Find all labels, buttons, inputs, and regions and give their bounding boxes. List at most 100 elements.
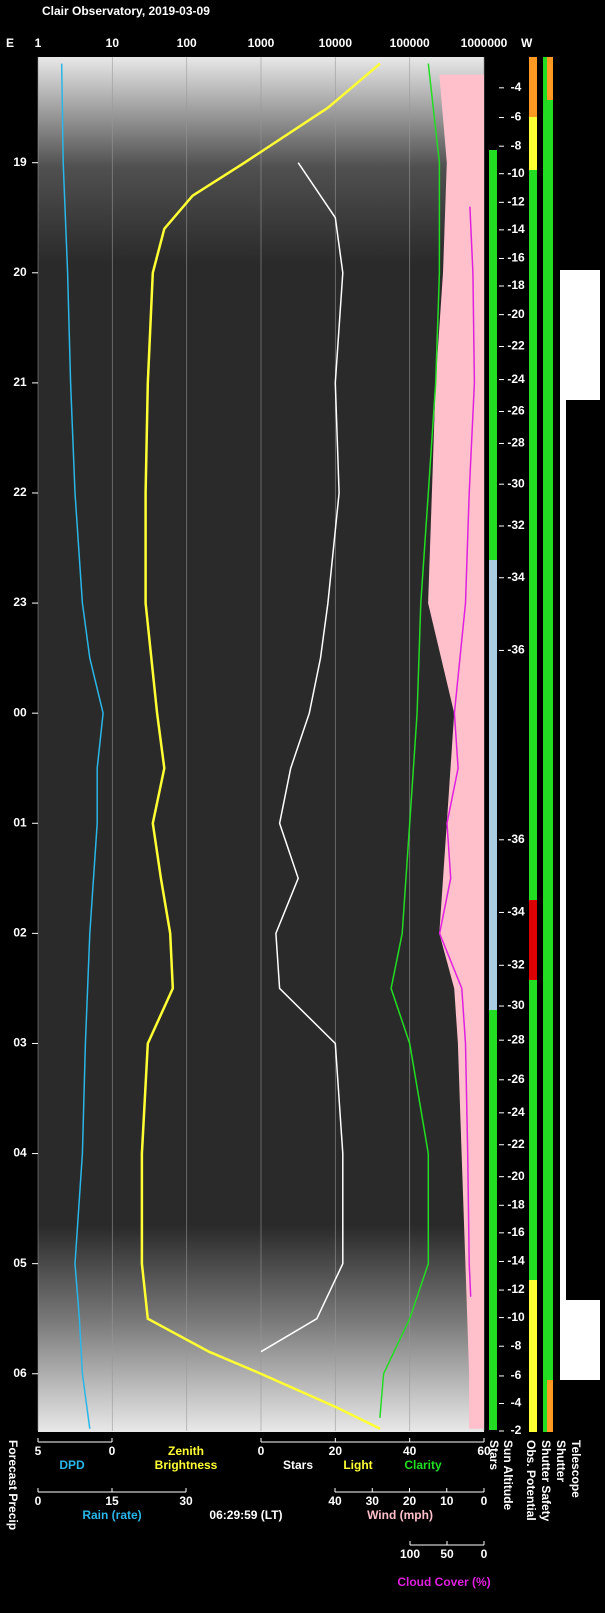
obs-potential-bar bbox=[529, 900, 537, 980]
sun-altitude-label: -14 bbox=[507, 1254, 525, 1268]
axis-tick-label: 100 bbox=[400, 1547, 420, 1561]
x-tick-label: 100 bbox=[177, 36, 197, 50]
sun-altitude-label: -20 bbox=[507, 1169, 525, 1183]
series-label: Stars bbox=[283, 1458, 313, 1472]
sun-altitude-label: -14 bbox=[507, 222, 525, 236]
x-tick-label: 1000000 bbox=[461, 36, 508, 50]
axis-tick-label: 20 bbox=[403, 1494, 417, 1508]
time-tick-label: 19 bbox=[13, 155, 27, 169]
sun-altitude-label: -26 bbox=[507, 1072, 525, 1086]
light-label: Light bbox=[343, 1458, 372, 1472]
sun-altitude-label: -2 bbox=[511, 1423, 522, 1437]
sun-altitude-label: -18 bbox=[507, 1197, 525, 1211]
axis-tick-label: 30 bbox=[366, 1494, 380, 1508]
shutter-safety-bar bbox=[543, 57, 550, 1432]
west-label: W bbox=[521, 36, 533, 50]
sun-altitude-label: -16 bbox=[507, 1225, 525, 1239]
series-label: DPD bbox=[59, 1458, 85, 1472]
time-tick-label: 03 bbox=[13, 1036, 27, 1050]
time-stamp: 06:29:59 (LT) bbox=[209, 1508, 282, 1522]
time-tick-label: 20 bbox=[13, 265, 27, 279]
east-label: E bbox=[6, 36, 14, 50]
time-tick-label: 01 bbox=[13, 815, 27, 829]
series-line bbox=[140, 62, 381, 1430]
sun-altitude-label: -36 bbox=[507, 643, 525, 657]
axis-tick-label: 0 bbox=[109, 1444, 116, 1458]
time-tick-label: 02 bbox=[13, 926, 27, 940]
status-label: Shutter bbox=[554, 1440, 568, 1482]
obs-potential-bar bbox=[529, 57, 537, 117]
status-columns bbox=[489, 57, 600, 1432]
time-tick-label: 04 bbox=[13, 1146, 27, 1160]
status-label: Forecast Precip bbox=[6, 1440, 20, 1530]
axis-tick-label: 5 bbox=[35, 1444, 42, 1458]
status-label: Sun Altitude bbox=[501, 1440, 515, 1511]
sun-altitude-label: -36 bbox=[507, 832, 525, 846]
axis-tick-label: 30 bbox=[179, 1494, 193, 1508]
obs-potential-bar bbox=[529, 170, 537, 1280]
time-tick-label: 00 bbox=[13, 705, 27, 719]
axis-tick-label: 15 bbox=[105, 1494, 119, 1508]
sun-altitude-label: -4 bbox=[511, 1396, 522, 1410]
x-tick-label: 10 bbox=[106, 36, 120, 50]
series-line bbox=[260, 162, 344, 1353]
axis-tick-label: 40 bbox=[403, 1444, 417, 1458]
axis-tick-label: 10 bbox=[440, 1494, 454, 1508]
series-label: Cloud Cover (%) bbox=[397, 1575, 490, 1589]
x-tick-label: 100000 bbox=[390, 36, 430, 50]
x-tick-label: 10000 bbox=[319, 36, 353, 50]
series-line bbox=[438, 206, 476, 1297]
axis-tick-label: 0 bbox=[35, 1494, 42, 1508]
time-tick-label: 23 bbox=[13, 595, 27, 609]
sun-altitude-label: -24 bbox=[507, 372, 525, 386]
sun-altitude-label: -34 bbox=[507, 905, 525, 919]
sun-altitude-label: -12 bbox=[507, 1282, 525, 1296]
sun-altitude-label: -6 bbox=[511, 1368, 522, 1382]
sun-altitude-label: -12 bbox=[507, 194, 525, 208]
series-label: Clarity bbox=[404, 1458, 442, 1472]
axis-tick-label: 40 bbox=[328, 1494, 342, 1508]
sun-altitude-label: -20 bbox=[507, 307, 525, 321]
axis-tick-label: 0 bbox=[258, 1444, 265, 1458]
sun-altitude-label: -28 bbox=[507, 436, 525, 450]
sun-altitude-label: -16 bbox=[507, 251, 525, 265]
series-line bbox=[60, 63, 104, 1429]
time-tick-label: 05 bbox=[13, 1256, 27, 1270]
status-label: Shutter Safety bbox=[539, 1440, 553, 1522]
axis-tick-label: 0 bbox=[481, 1494, 488, 1508]
sun-altitude-label: -6 bbox=[511, 110, 522, 124]
sun-altitude-label: -8 bbox=[511, 1338, 522, 1352]
rain-label: Rain (rate) bbox=[82, 1508, 141, 1522]
time-tick-label: 21 bbox=[13, 375, 27, 389]
sun-altitude-label: -26 bbox=[507, 404, 525, 418]
sun-altitude-label: -18 bbox=[507, 278, 525, 292]
axis-tick-label: 20 bbox=[329, 1444, 343, 1458]
status-label: Obs. Potential bbox=[524, 1440, 538, 1521]
sun-altitude-label: -32 bbox=[507, 518, 525, 532]
sun-altitude-label: -22 bbox=[507, 339, 525, 353]
sun-altitude-label: -32 bbox=[507, 957, 525, 971]
sun-altitude-label: -34 bbox=[507, 570, 525, 584]
time-tick-label: 06 bbox=[13, 1366, 27, 1380]
sun-altitude-label: -22 bbox=[507, 1137, 525, 1151]
sun-altitude-label: -10 bbox=[507, 1310, 525, 1324]
sun-altitude-label: -8 bbox=[511, 138, 522, 152]
sun-altitude-label: -28 bbox=[507, 1032, 525, 1046]
series-line bbox=[379, 63, 441, 1418]
shutter-bar bbox=[547, 100, 553, 1380]
axis-tick-label: 50 bbox=[440, 1547, 454, 1561]
series-label: Wind (mph) bbox=[367, 1508, 433, 1522]
axis-tick-label: 0 bbox=[481, 1547, 488, 1561]
sun-altitude-label: -24 bbox=[507, 1105, 525, 1119]
status-label: Telescope bbox=[569, 1440, 583, 1498]
sun-altitude-label: -10 bbox=[507, 166, 525, 180]
sun-altitude-label: -4 bbox=[511, 80, 522, 94]
sun-altitude-label: -30 bbox=[507, 998, 525, 1012]
chart-title: Clair Observatory, 2019-03-09 bbox=[42, 4, 210, 18]
telescope-gap bbox=[566, 400, 600, 1300]
sun-altitude-label: -30 bbox=[507, 476, 525, 490]
status-label: Stars bbox=[487, 1440, 501, 1470]
wind-area bbox=[428, 74, 484, 1429]
time-tick-label: 22 bbox=[13, 485, 27, 499]
